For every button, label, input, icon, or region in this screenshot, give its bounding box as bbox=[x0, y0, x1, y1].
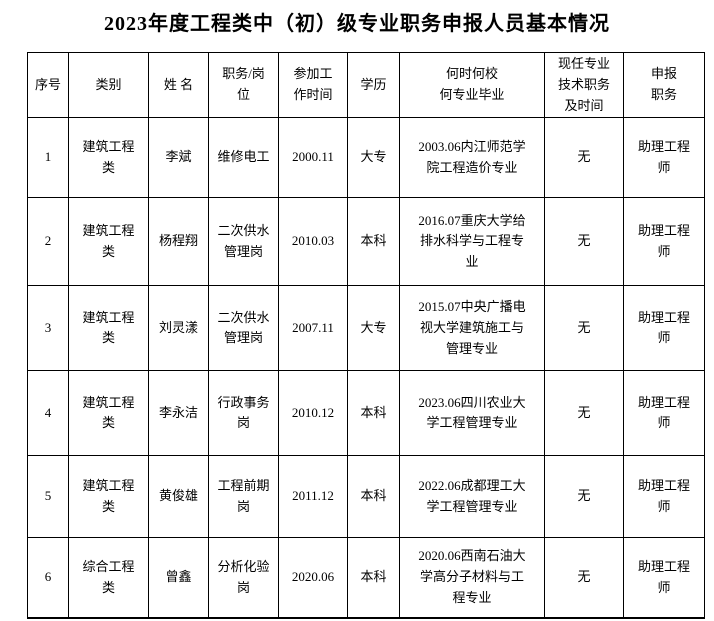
cell-position: 分析化验 岗 bbox=[208, 537, 279, 619]
cell-applied-title: 助理工程 师 bbox=[623, 537, 705, 619]
cell-category: 综合工程 类 bbox=[68, 537, 149, 619]
header-graduation: 何时何校 何专业毕业 bbox=[399, 51, 545, 119]
cell-category: 建筑工程 类 bbox=[68, 197, 149, 287]
cell-education: 大专 bbox=[347, 285, 400, 372]
cell-graduation: 2020.06西南石油大 学高分子材料与工 程专业 bbox=[399, 537, 545, 619]
cell-work-start-date: 2000.11 bbox=[278, 117, 348, 199]
cell-serial: 4 bbox=[27, 370, 69, 457]
header-serial: 序号 bbox=[27, 51, 69, 119]
table-row: 1 建筑工程 类 李斌 维修电工 2000.11 大专 2003.06内江师范学… bbox=[27, 117, 705, 199]
cell-applied-title: 助理工程 师 bbox=[623, 370, 705, 457]
cell-graduation: 2016.07重庆大学给 排水科学与工程专 业 bbox=[399, 197, 545, 287]
page-title: 2023年度工程类中（初）级专业职务申报人员基本情况 bbox=[104, 13, 610, 35]
cell-graduation: 2022.06成都理工大 学工程管理专业 bbox=[399, 455, 545, 539]
cell-applied-title: 助理工程 师 bbox=[623, 117, 705, 199]
cell-name: 曾鑫 bbox=[148, 537, 209, 619]
cell-position: 二次供水 管理岗 bbox=[208, 197, 279, 287]
cell-current-title: 无 bbox=[544, 537, 624, 619]
header-position: 职务/岗 位 bbox=[208, 51, 279, 119]
cell-position: 行政事务 岗 bbox=[208, 370, 279, 457]
cell-work-start-date: 2010.12 bbox=[278, 370, 348, 457]
cell-education: 本科 bbox=[347, 197, 400, 287]
header-work-start-date: 参加工 作时间 bbox=[278, 51, 348, 119]
cell-current-title: 无 bbox=[544, 117, 624, 199]
cell-serial: 3 bbox=[27, 285, 69, 372]
table-row: 5 建筑工程 类 黄俊雄 工程前期 岗 2011.12 本科 2022.06成都… bbox=[27, 455, 705, 539]
cell-applied-title: 助理工程 师 bbox=[623, 197, 705, 287]
cell-name: 刘灵漾 bbox=[148, 285, 209, 372]
cell-graduation: 2023.06四川农业大 学工程管理专业 bbox=[399, 370, 545, 457]
cell-serial: 2 bbox=[27, 197, 69, 287]
cell-current-title: 无 bbox=[544, 285, 624, 372]
cell-category: 建筑工程 类 bbox=[68, 285, 149, 372]
cell-education: 大专 bbox=[347, 117, 400, 199]
cell-applied-title: 助理工程 师 bbox=[623, 455, 705, 539]
cell-position: 工程前期 岗 bbox=[208, 455, 279, 539]
cell-category: 建筑工程 类 bbox=[68, 117, 149, 199]
table-row: 4 建筑工程 类 李永洁 行政事务 岗 2010.12 本科 2023.06四川… bbox=[27, 370, 705, 457]
cell-name: 李斌 bbox=[148, 117, 209, 199]
table-row: 6 综合工程 类 曾鑫 分析化验 岗 2020.06 本科 2020.06西南石… bbox=[27, 537, 705, 619]
header-current-title: 现任专业 技术职务 及时间 bbox=[544, 51, 624, 119]
cell-current-title: 无 bbox=[544, 197, 624, 287]
cell-name: 黄俊雄 bbox=[148, 455, 209, 539]
cell-current-title: 无 bbox=[544, 370, 624, 457]
cell-work-start-date: 2010.03 bbox=[278, 197, 348, 287]
table-row: 3 建筑工程 类 刘灵漾 二次供水 管理岗 2007.11 大专 2015.07… bbox=[27, 285, 705, 372]
header-row: 序号 类别 姓 名 职务/岗 位 参加工 作时间 学历 何时何校 何专业毕业 现… bbox=[27, 51, 705, 119]
cell-position: 维修电工 bbox=[208, 117, 279, 199]
cell-education: 本科 bbox=[347, 537, 400, 619]
header-name: 姓 名 bbox=[148, 51, 209, 119]
cell-work-start-date: 2020.06 bbox=[278, 537, 348, 619]
header-education: 学历 bbox=[347, 51, 400, 119]
cell-education: 本科 bbox=[347, 455, 400, 539]
table-row: 2 建筑工程 类 杨程翔 二次供水 管理岗 2010.03 本科 2016.07… bbox=[27, 197, 705, 287]
cell-current-title: 无 bbox=[544, 455, 624, 539]
cell-position: 二次供水 管理岗 bbox=[208, 285, 279, 372]
personnel-table: 序号 类别 姓 名 职务/岗 位 参加工 作时间 学历 何时何校 何专业毕业 现… bbox=[27, 51, 705, 619]
header-category: 类别 bbox=[68, 51, 149, 119]
cell-work-start-date: 2011.12 bbox=[278, 455, 348, 539]
cell-graduation: 2015.07中央广播电 视大学建筑施工与 管理专业 bbox=[399, 285, 545, 372]
cell-applied-title: 助理工程 师 bbox=[623, 285, 705, 372]
cell-education: 本科 bbox=[347, 370, 400, 457]
header-applied-title: 申报 职务 bbox=[623, 51, 705, 119]
cell-name: 李永洁 bbox=[148, 370, 209, 457]
cell-category: 建筑工程 类 bbox=[68, 455, 149, 539]
cell-serial: 5 bbox=[27, 455, 69, 539]
cell-serial: 6 bbox=[27, 537, 69, 619]
cell-work-start-date: 2007.11 bbox=[278, 285, 348, 372]
cell-serial: 1 bbox=[27, 117, 69, 199]
cell-name: 杨程翔 bbox=[148, 197, 209, 287]
cell-category: 建筑工程 类 bbox=[68, 370, 149, 457]
cell-graduation: 2003.06内江师范学 院工程造价专业 bbox=[399, 117, 545, 199]
